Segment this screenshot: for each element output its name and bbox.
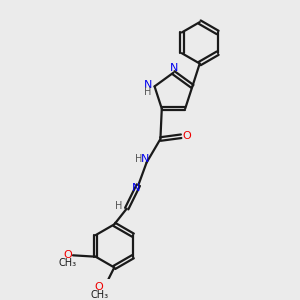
Text: H: H bbox=[135, 154, 142, 164]
Text: N: N bbox=[170, 63, 178, 73]
Text: N: N bbox=[143, 80, 152, 90]
Text: N: N bbox=[132, 184, 141, 194]
Text: N: N bbox=[140, 154, 149, 164]
Text: O: O bbox=[183, 131, 192, 141]
Text: H: H bbox=[144, 87, 151, 97]
Text: CH₃: CH₃ bbox=[58, 258, 76, 268]
Text: CH₃: CH₃ bbox=[90, 290, 108, 300]
Text: H: H bbox=[115, 201, 122, 211]
Text: O: O bbox=[95, 282, 103, 292]
Text: O: O bbox=[63, 250, 72, 260]
